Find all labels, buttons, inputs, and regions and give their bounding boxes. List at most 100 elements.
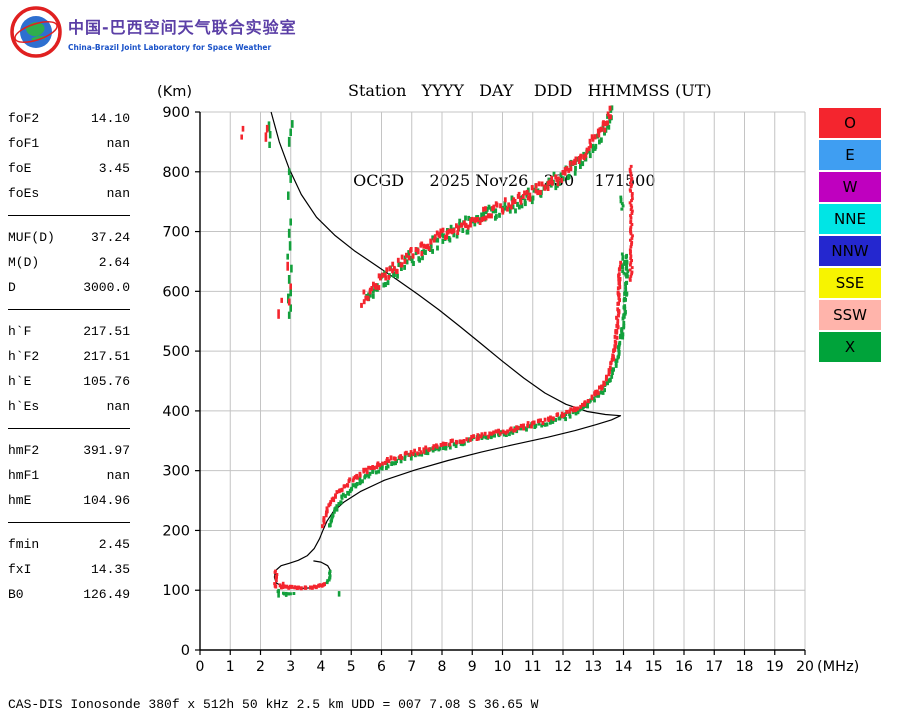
trace-second-hop-o: [360, 105, 612, 308]
param-row-D: D 3000.0: [8, 275, 130, 300]
legend-label: O: [844, 114, 856, 132]
x-tick-label: 14: [615, 659, 633, 675]
param-row-hmF1: hmF1 nan: [8, 463, 130, 488]
param-row-foE: foE 3.45: [8, 156, 130, 181]
param-row-hmE: hmE 104.96: [8, 488, 130, 513]
param-value: 37.24: [90, 230, 130, 245]
trace-second-hop-x: [365, 105, 614, 302]
x-tick-label: 20: [796, 659, 814, 675]
param-label: foE: [8, 161, 32, 176]
x-tick-label: 2: [256, 659, 265, 675]
param-value: nan: [106, 186, 130, 201]
param-row-hmF2: hmF2 391.97: [8, 438, 130, 463]
legend-label: NNE: [834, 210, 866, 228]
x-tick-label: 0: [196, 659, 205, 675]
legend-item-NNW: NNW: [819, 236, 881, 266]
param-label: hmF1: [8, 468, 40, 483]
param-value: 14.10: [90, 111, 130, 126]
x-tick-label: 4: [317, 659, 326, 675]
y-axis-unit: (Km): [157, 84, 192, 100]
x-tick-label: 6: [377, 659, 386, 675]
param-value: nan: [106, 136, 130, 151]
param-group-1: MUF(D) 37.24 M(D) 2.64 D 3000.0: [8, 225, 130, 310]
y-tick-label: 0: [181, 643, 190, 659]
param-label: MUF(D): [8, 230, 55, 245]
param-label: D: [8, 280, 16, 295]
station-header-row: Station YYYY DAY DDD HHMMSS (UT): [348, 81, 712, 100]
lab-title-zh: 中国-巴西空间天气联合实验室: [68, 18, 297, 37]
param-label: fxI: [8, 562, 32, 577]
param-label: fmin: [8, 537, 40, 552]
y-tick-label: 800: [162, 165, 190, 181]
echo-legend: O E W NNE NNW SSE SSW X: [819, 108, 881, 364]
legend-item-SSW: SSW: [819, 300, 881, 330]
x-tick-label: 8: [438, 659, 447, 675]
x-tick-label: 13: [584, 659, 602, 675]
trace-e-trace-o: [273, 582, 326, 591]
param-value: 3000.0: [83, 280, 130, 295]
x-tick-label: 11: [524, 659, 542, 675]
param-label: h`F: [8, 324, 32, 339]
param-value: 105.76: [83, 374, 130, 389]
x-tick-label: 18: [736, 659, 754, 675]
param-label: foEs: [8, 186, 40, 201]
station-header: Station YYYY DAY DDD HHMMSS (UT) OCGD 20…: [348, 16, 712, 226]
param-value: 391.97: [83, 443, 130, 458]
param-row-fxI: fxI 14.35: [8, 557, 130, 582]
x-tick-label: 10: [494, 659, 512, 675]
legend-label: W: [842, 178, 858, 196]
station-values-row: OCGD 2025 Nov26 330 171500: [348, 171, 656, 190]
trace-e-trace-x-right: [325, 569, 332, 585]
parameter-panel: foF2 14.10 foF1 nan foE 3.45 foEs nan MUF(D) 37.2…: [8, 106, 130, 625]
x-tick-label: 17: [705, 659, 723, 675]
param-value: 2.64: [98, 255, 130, 270]
y-tick-label: 900: [162, 105, 190, 121]
y-tick-label: 300: [162, 464, 190, 480]
legend-item-SSE: SSE: [819, 268, 881, 298]
param-row-MUF(D): MUF(D) 37.24: [8, 225, 130, 250]
x-tick-label: 15: [645, 659, 663, 675]
param-value: 126.49: [83, 587, 130, 602]
param-row-h`F: h`F 217.51: [8, 319, 130, 344]
lab-logo: [10, 6, 62, 58]
x-tick-label: 7: [407, 659, 416, 675]
param-label: h`E: [8, 374, 32, 389]
param-label: foF2: [8, 111, 40, 126]
param-label: B0: [8, 587, 24, 602]
x-tick-label: 3: [286, 659, 295, 675]
param-value: 2.45: [98, 537, 130, 552]
param-label: h`F2: [8, 349, 40, 364]
legend-item-X: X: [819, 332, 881, 362]
param-value: 14.35: [90, 562, 130, 577]
y-tick-label: 600: [162, 284, 190, 300]
legend-label: SSE: [835, 274, 865, 292]
legend-label: E: [845, 146, 855, 164]
y-tick-label: 400: [162, 404, 190, 420]
param-row-fmin: fmin 2.45: [8, 532, 130, 557]
axes: 0 1 2 3 4 5 6 7 8 9 10 11 12 13 14 15 16 17 18 19 2001002003…: [157, 84, 859, 675]
lab-title-block: 中国-巴西空间天气联合实验室 China-Brazil Joint Labora…: [68, 14, 328, 52]
param-value: 104.96: [83, 493, 130, 508]
legend-label: NNW: [831, 242, 869, 260]
ionogram-chart: 0 1 2 3 4 5 6 7 8 9 10 11 12 13 14 15 16 17 18 19 20 0 100 200 3…: [0, 78, 900, 690]
x-axis-unit: (MHz): [817, 659, 859, 675]
noise-O: [240, 124, 292, 589]
param-row-h`F2: h`F2 217.51: [8, 344, 130, 369]
legend-item-NNE: NNE: [819, 204, 881, 234]
param-group-2: h`F 217.51 h`F2 217.51 h`E 105.76 h`Es nan: [8, 319, 130, 429]
x-tick-label: 16: [675, 659, 693, 675]
param-group-3: hmF2 391.97 hmF1 nan hmE 104.96: [8, 438, 130, 523]
param-label: M(D): [8, 255, 40, 270]
param-row-foF1: foF1 nan: [8, 131, 130, 156]
param-label: hmE: [8, 493, 32, 508]
y-tick-label: 100: [162, 583, 190, 599]
param-row-B0: B0 126.49: [8, 582, 130, 607]
lab-title-en: China-Brazil Joint Laboratory for Space …: [68, 43, 272, 52]
param-label: h`Es: [8, 399, 40, 414]
param-value: nan: [106, 399, 130, 414]
param-value: nan: [106, 468, 130, 483]
param-group-0: foF2 14.10 foF1 nan foE 3.45 foEs nan: [8, 106, 130, 216]
x-tick-label: 5: [347, 659, 356, 675]
param-row-foEs: foEs nan: [8, 181, 130, 206]
y-tick-label: 200: [162, 523, 190, 539]
